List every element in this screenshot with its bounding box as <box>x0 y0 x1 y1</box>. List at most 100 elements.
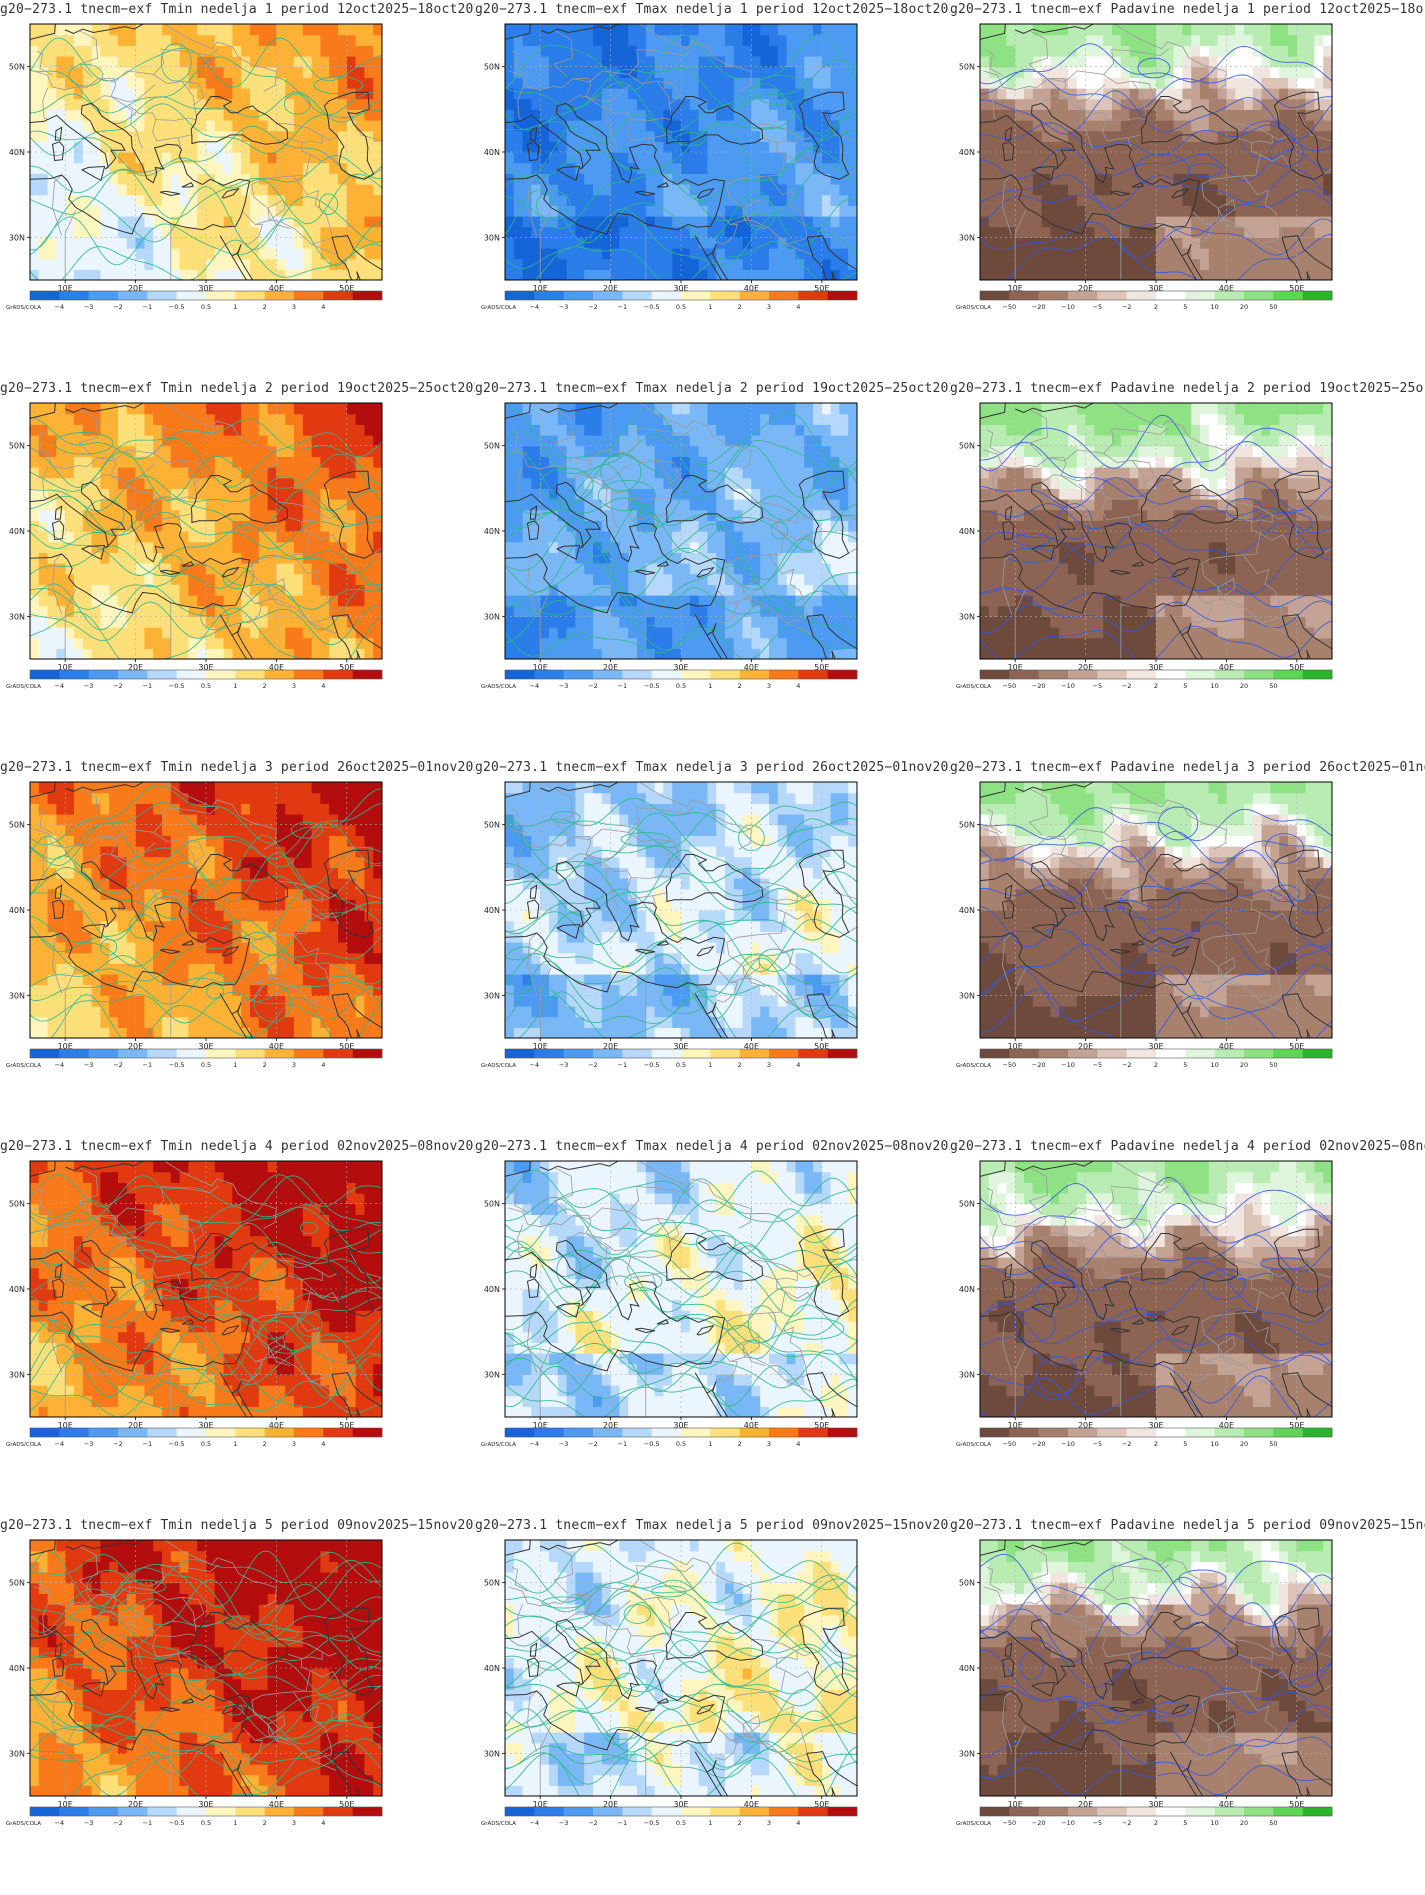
legend-swatch <box>1038 291 1069 300</box>
legend-label: −20 <box>1032 682 1046 690</box>
x-tick-label: 10E <box>533 1042 548 1051</box>
legend-label: 2 <box>263 1061 267 1069</box>
legend-swatch <box>1185 1428 1215 1437</box>
color-legend: −4 −3 −2 −1 −0.5 0.5 1 2 3 4 GrADS/COLA <box>481 1048 858 1069</box>
legend-label: 1 <box>233 1440 237 1448</box>
x-tick-label: 40E <box>744 1042 759 1051</box>
legend-label: 0.5 <box>201 1061 211 1069</box>
legend-label: 50 <box>1269 1440 1277 1448</box>
legend-swatch <box>1126 1428 1157 1437</box>
x-tick-label: 50E <box>339 284 354 293</box>
map-canvas: 10E 20E 30E 40E 50E 30N 40N 50N −50 −20 −10 −5 −2 2 5 1… <box>956 1160 1333 1448</box>
x-tick-label: 20E <box>1078 284 1093 293</box>
coastlines <box>505 782 857 1038</box>
graticule <box>980 403 1332 659</box>
y-tick-label: 50N <box>959 1579 975 1588</box>
legend-label: 4 <box>796 1440 800 1448</box>
y-tick-label: 30N <box>9 1370 25 1379</box>
legend-swatch <box>323 291 353 300</box>
legend-swatch <box>59 1807 89 1816</box>
legend-swatch <box>1244 1807 1274 1816</box>
legend-label: 0.5 <box>676 1061 686 1069</box>
legend-swatch <box>1214 291 1245 300</box>
legend-label: −5 <box>1093 303 1103 311</box>
y-tick-label: 30N <box>959 1370 975 1379</box>
legend-swatch <box>1009 1807 1039 1816</box>
color-legend: −4 −3 −2 −1 −0.5 0.5 1 2 3 4 GrADS/COLA <box>6 1806 383 1827</box>
legend-swatch <box>980 670 1010 679</box>
map-panel-tmin-week-5: g20−273.1 tnecm−exf Tmin nedelja 5 perio… <box>0 1516 475 1895</box>
legend-swatch <box>30 670 60 679</box>
x-tick-label: 30E <box>198 284 213 293</box>
color-legend: −50 −20 −10 −5 −2 2 5 10 20 50 GrADS/COLA <box>956 669 1333 690</box>
legend-label: 20 <box>1240 303 1248 311</box>
legend-label: 20 <box>1240 1819 1248 1827</box>
graticule <box>505 782 857 1038</box>
x-tick-label: 10E <box>1008 1042 1023 1051</box>
legend-label: −20 <box>1032 1061 1046 1069</box>
legend-label: −4 <box>530 1440 540 1448</box>
legend-swatch <box>1156 670 1186 679</box>
graticule <box>30 24 382 280</box>
x-tick-label: 20E <box>603 284 618 293</box>
map-canvas: 10E 20E 30E 40E 50E 30N 40N 50N −4 −3 −2 −1 −0.5 0.5 1… <box>481 402 858 690</box>
legend-swatch <box>980 1807 1010 1816</box>
anomaly-field <box>980 1540 1332 1796</box>
y-tick-label: 30N <box>959 991 975 1000</box>
x-tick-label: 50E <box>339 1421 354 1430</box>
legend-swatch <box>505 1049 535 1058</box>
graticule <box>505 403 857 659</box>
x-tick-label: 10E <box>533 284 548 293</box>
map-canvas: 10E 20E 30E 40E 50E 30N 40N 50N −4 −3 −2 −1 −0.5 0.5 1… <box>6 1539 383 1827</box>
legend-label: 4 <box>321 1819 325 1827</box>
legend-swatch <box>980 1428 1010 1437</box>
legend-label: 4 <box>321 682 325 690</box>
coastlines <box>30 782 382 1038</box>
legend-swatch <box>1302 670 1333 679</box>
legend-swatch <box>1126 670 1157 679</box>
legend-swatch <box>739 1807 770 1816</box>
y-tick-label: 30N <box>959 233 975 242</box>
legend-swatch <box>1156 1049 1186 1058</box>
legend-swatch <box>1273 1807 1303 1816</box>
country-borders <box>983 24 1332 280</box>
legend-swatch <box>88 291 119 300</box>
legend-label: 50 <box>1269 303 1277 311</box>
y-tick-label: 40N <box>484 1664 500 1673</box>
legend-label: −1 <box>143 303 153 311</box>
legend-swatch <box>1126 291 1157 300</box>
legend-swatch <box>88 1428 119 1437</box>
y-tick-label: 40N <box>959 1285 975 1294</box>
legend-swatch <box>739 1428 770 1437</box>
map-panel-tmin-week-4: g20−273.1 tnecm−exf Tmin nedelja 4 perio… <box>0 1137 475 1516</box>
legend-label: 2 <box>1154 303 1158 311</box>
legend-swatch <box>534 670 564 679</box>
legend-swatch <box>1185 1807 1215 1816</box>
legend-label: −1 <box>618 1440 628 1448</box>
legend-swatch <box>206 291 236 300</box>
legend-label: −2 <box>588 1061 598 1069</box>
x-tick-label: 30E <box>673 1800 688 1809</box>
legend-label: 2 <box>738 303 742 311</box>
anomaly-field <box>30 1540 382 1796</box>
legend-swatch <box>176 1807 207 1816</box>
legend-label: 4 <box>321 303 325 311</box>
graticule <box>30 1161 382 1417</box>
legend-swatch <box>30 1049 60 1058</box>
map-canvas: 10E 20E 30E 40E 50E 30N 40N 50N −4 −3 −2 −1 −0.5 0.5 1… <box>6 23 383 311</box>
legend-swatch <box>352 1428 383 1437</box>
legend-swatch <box>1068 291 1098 300</box>
legend-label: −4 <box>530 1819 540 1827</box>
legend-label: 5 <box>1183 1061 1187 1069</box>
y-tick-label: 50N <box>9 1200 25 1209</box>
legend-swatch <box>739 291 770 300</box>
legend-swatch <box>88 1807 119 1816</box>
legend-label: −0.5 <box>644 1819 660 1827</box>
legend-label: −20 <box>1032 1819 1046 1827</box>
x-tick-label: 50E <box>1289 1421 1304 1430</box>
legend-label: 50 <box>1269 682 1277 690</box>
legend-swatch <box>294 1807 324 1816</box>
grads-credit: GrADS/COLA <box>481 1821 516 1827</box>
x-tick-label: 50E <box>814 1421 829 1430</box>
y-tick-label: 50N <box>959 1200 975 1209</box>
